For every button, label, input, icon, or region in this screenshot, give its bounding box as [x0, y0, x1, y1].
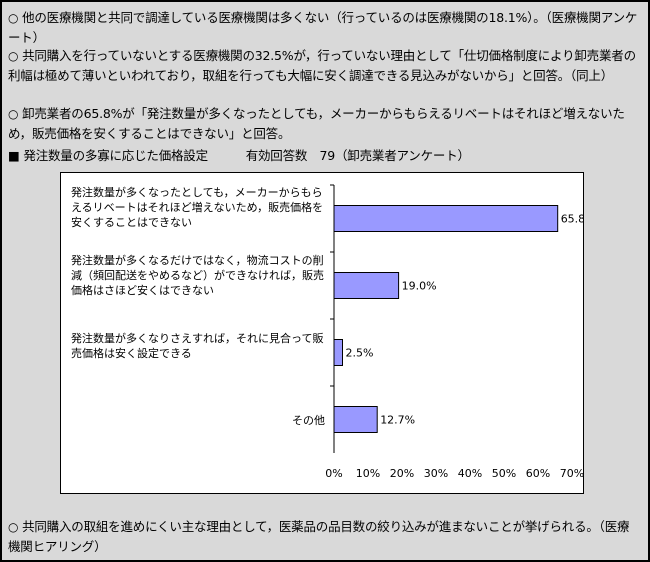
x-tick-label-4: 30% [424, 467, 448, 480]
paragraph-2: ○ 共同購入を行っていないとする医療機関の32.5%が，行っていない理由として「… [8, 46, 640, 85]
x-tick-label-6: 50% [492, 467, 516, 480]
circle-bullet-icon: ○ [8, 107, 19, 121]
x-tick-label-3: 20% [390, 467, 414, 480]
value-label-2: 19.0% [402, 280, 437, 293]
paragraph-3-text: 卸売業者の65.8%が「発注数量が多くなったとしても，メーカーからもらえるリベー… [8, 106, 625, 141]
paragraph-2-text: 共同購入を行っていないとする医療機関の32.5%が，行っていない理由として「仕切… [8, 48, 636, 83]
value-label-3: 2.5% [346, 347, 374, 360]
bar-chart: 発注数量が多くなったとしても，メーカーからもらえるリベートはそれほど増えないため… [60, 172, 584, 494]
category-label-3: 発注数量が多くなりさえすれば，それに見合って販売価格は安く設定できる [71, 332, 324, 360]
paragraph-1-text: 他の医療機関と共同で調達している医療機関は多くない（行っているのは医療機関の18… [8, 10, 638, 45]
footer-text: 共同購入の取組を進めにくい主な理由として，医薬品の品目数の絞り込みが進まないこと… [8, 519, 630, 554]
x-tick-label-5: 40% [458, 467, 482, 480]
value-label-1: 65.8% [561, 213, 583, 226]
category-label-4: その他 [292, 414, 325, 427]
bar-3 [333, 339, 343, 366]
bar-4 [333, 406, 378, 433]
value-label-4: 12.7% [380, 414, 415, 427]
x-tick-label-7: 60% [526, 467, 550, 480]
footer-paragraph: ○ 共同購入の取組を進めにくい主な理由として，医薬品の品目数の絞り込みが進まない… [8, 517, 640, 556]
x-tick-label-2: 10% [356, 467, 380, 480]
bar-1 [333, 205, 559, 232]
circle-bullet-icon: ○ [8, 49, 19, 63]
paragraph-1: ○ 他の医療機関と共同で調達している医療機関は多くない（行っているのは医療機関の… [8, 8, 640, 47]
chart-plot: 65.8% 19.0% 2.5% 12.7% 0% 10% 20% 30% 40% 50% 60% 7… [325, 184, 583, 480]
bar-2 [333, 272, 400, 299]
x-tick-label-1: 0% [325, 467, 342, 480]
paragraph-3: ○ 卸売業者の65.8%が「発注数量が多くなったとしても，メーカーからもらえるリ… [8, 104, 640, 143]
square-bullet-icon: ■ [8, 148, 20, 163]
response-count-note: 有効回答数 79（卸売業者アンケート） [245, 148, 470, 163]
category-label-1: 発注数量が多くなったとしても，メーカーからもらえるリベートはそれほど増えないため… [71, 186, 324, 229]
category-label-2: 発注数量が多くなるだけではなく，物流コストの削減（頻回配送をやめるなど）ができな… [71, 254, 324, 297]
section-heading-text: 発注数量の多寡に応じた価格設定 [23, 148, 208, 163]
circle-bullet-icon: ○ [8, 520, 19, 534]
circle-bullet-icon: ○ [8, 11, 19, 25]
x-tick-label-8: 70% [560, 467, 583, 480]
section-heading: ■ 発注数量の多寡に応じた価格設定 有効回答数 79（卸売業者アンケート） [8, 146, 640, 165]
